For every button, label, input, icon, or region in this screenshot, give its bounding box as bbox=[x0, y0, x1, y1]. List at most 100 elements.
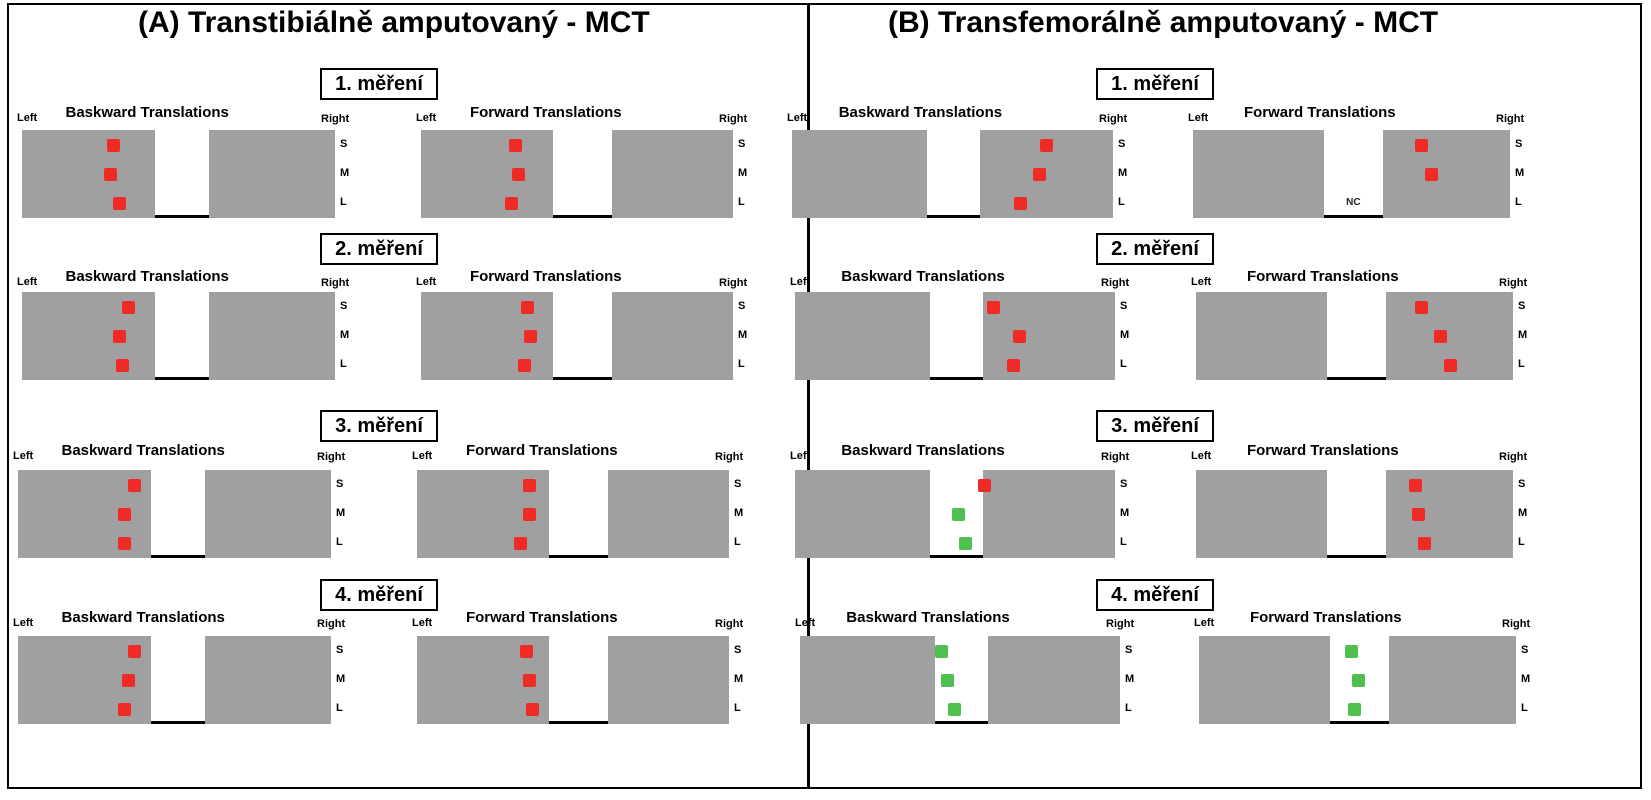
level-label: M bbox=[1125, 673, 1135, 685]
marker-green bbox=[947, 703, 961, 717]
translation-plot bbox=[18, 636, 331, 724]
marker-red bbox=[523, 508, 537, 521]
marker-green bbox=[941, 674, 955, 687]
left-label: Left bbox=[17, 276, 38, 288]
right-label: Right bbox=[1499, 277, 1528, 289]
session-title: 4. měření bbox=[320, 579, 438, 611]
marker-red bbox=[1434, 330, 1448, 343]
marker-red bbox=[1408, 478, 1422, 492]
right-label: Right bbox=[719, 113, 748, 125]
level-label: M bbox=[734, 507, 744, 519]
plot-title: Forward Translations bbox=[469, 268, 622, 285]
translation-plot bbox=[1199, 636, 1516, 724]
marker-red bbox=[517, 359, 531, 373]
center-band bbox=[1323, 130, 1383, 218]
center-band bbox=[927, 130, 981, 218]
left-label: Left bbox=[787, 112, 808, 124]
left-label: Left bbox=[412, 617, 433, 629]
right-label: Right bbox=[1106, 618, 1135, 630]
left-label: Left bbox=[795, 617, 816, 629]
marker-red bbox=[1418, 537, 1432, 551]
marker-red bbox=[505, 197, 519, 211]
level-label: S bbox=[1515, 137, 1523, 150]
level-label: L bbox=[734, 536, 741, 549]
level-label: M bbox=[340, 329, 350, 341]
left-label: Left bbox=[416, 276, 437, 288]
plot-title: Forward Translations bbox=[465, 609, 618, 626]
marker-red bbox=[1424, 168, 1438, 181]
right-label: Right bbox=[719, 277, 748, 289]
level-label: L bbox=[738, 196, 745, 209]
center-band bbox=[552, 130, 612, 218]
level-label: M bbox=[340, 167, 350, 179]
marker-red bbox=[106, 138, 120, 152]
translation-plot bbox=[22, 292, 335, 380]
translation-plot bbox=[421, 292, 733, 380]
left-label: Left bbox=[1191, 450, 1212, 462]
marker-red bbox=[118, 508, 132, 521]
center-band bbox=[552, 292, 612, 380]
level-label: S bbox=[1120, 477, 1128, 490]
marker-red bbox=[118, 537, 132, 551]
translation-plot bbox=[18, 470, 331, 558]
marker-red bbox=[1006, 359, 1020, 373]
marker-red bbox=[1013, 197, 1027, 211]
session-title: 1. měření bbox=[320, 68, 438, 100]
marker-red bbox=[1013, 330, 1026, 343]
marker-red bbox=[1411, 508, 1425, 521]
marker-red bbox=[121, 674, 135, 687]
marker-green bbox=[1348, 703, 1362, 717]
right-label: Right bbox=[1099, 113, 1128, 125]
level-label: L bbox=[1515, 196, 1522, 209]
translation-plot bbox=[417, 636, 729, 724]
level-label: L bbox=[1120, 358, 1127, 371]
marker-red bbox=[987, 300, 1001, 314]
level-label: S bbox=[1120, 299, 1128, 312]
marker-red bbox=[113, 197, 127, 211]
right-label: Right bbox=[1502, 618, 1531, 630]
center-band bbox=[930, 292, 983, 380]
level-label: M bbox=[1518, 329, 1528, 341]
plot-title: Baskward Translations bbox=[841, 268, 1005, 285]
marker-red bbox=[1039, 138, 1053, 152]
plot-title: Baskward Translations bbox=[61, 442, 225, 459]
level-label: S bbox=[1518, 299, 1526, 312]
right-label: Right bbox=[1496, 113, 1525, 125]
left-label: Left bbox=[1194, 617, 1215, 629]
marker-red bbox=[521, 300, 535, 314]
marker-red bbox=[116, 359, 130, 373]
translation-plot bbox=[421, 130, 733, 218]
center-band bbox=[548, 470, 608, 558]
right-label: Right bbox=[1101, 277, 1130, 289]
center-band bbox=[151, 470, 205, 558]
level-label: L bbox=[336, 536, 343, 549]
right-label: Right bbox=[1499, 451, 1528, 463]
session-title: 3. měření bbox=[1096, 410, 1214, 442]
marker-red bbox=[1033, 168, 1047, 181]
level-label: S bbox=[1518, 477, 1526, 490]
level-label: M bbox=[336, 507, 346, 519]
center-band bbox=[1326, 470, 1386, 558]
left-label: Left bbox=[412, 450, 433, 462]
session-title: 2. měření bbox=[320, 233, 438, 265]
right-label: Right bbox=[715, 618, 744, 630]
marker-red bbox=[523, 674, 537, 687]
plot-title: Baskward Translations bbox=[846, 609, 1010, 626]
level-label: M bbox=[734, 673, 744, 685]
level-label: S bbox=[734, 477, 742, 490]
right-label: Right bbox=[317, 451, 346, 463]
marker-green bbox=[952, 508, 966, 521]
center-band bbox=[1326, 292, 1386, 380]
marker-red bbox=[511, 168, 525, 181]
marker-green bbox=[934, 644, 948, 658]
left-label: Left bbox=[416, 112, 437, 124]
level-label: S bbox=[738, 299, 746, 312]
plot-title: Forward Translations bbox=[1249, 609, 1402, 626]
right-label: Right bbox=[715, 451, 744, 463]
plot-title: Forward Translations bbox=[465, 442, 618, 459]
marker-red bbox=[523, 478, 537, 492]
translation-plot bbox=[22, 130, 335, 218]
plot-title: Forward Translations bbox=[1246, 442, 1399, 459]
level-label: L bbox=[734, 702, 741, 715]
marker-red bbox=[103, 168, 117, 181]
